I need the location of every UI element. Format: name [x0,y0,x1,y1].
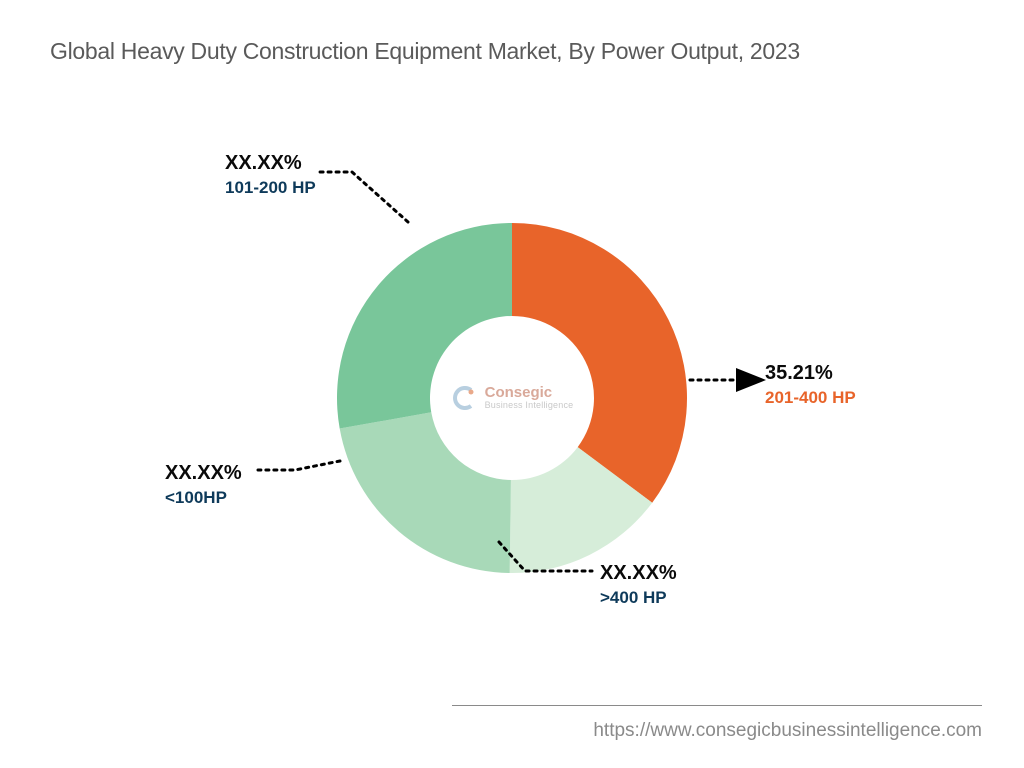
donut-chart: Consegic Business Intelligence [337,223,687,573]
callout-gt_400: XX.XX%>400 HP [600,560,677,610]
leader-lt_100 [258,461,340,470]
callout-pct: XX.XX% [600,560,677,587]
callout-lt_100: XX.XX%<100HP [165,460,242,510]
leader-101_200 [317,172,408,222]
center-logo: Consegic Business Intelligence [442,384,582,412]
callout-201_400: 35.21%201-400 HP [765,360,856,410]
callout-pct: XX.XX% [225,150,316,177]
footer-url: https://www.consegicbusinessintelligence… [593,720,982,742]
footer-divider [452,705,982,706]
logo-mark-icon [451,384,479,412]
callout-pct: XX.XX% [165,460,242,487]
logo-tagline: Business Intelligence [485,401,574,410]
callout-101_200: XX.XX%101-200 HP [225,150,316,200]
callout-category: <100HP [165,487,242,510]
logo-name: Consegic [485,385,574,401]
callout-category: 101-200 HP [225,177,316,200]
slice-lt_100 [340,412,511,573]
callout-category: 201-400 HP [765,387,856,410]
callout-category: >400 HP [600,587,677,610]
chart-title: Global Heavy Duty Construction Equipment… [50,38,800,65]
slice-201_400 [512,223,687,503]
callout-pct: 35.21% [765,360,856,387]
